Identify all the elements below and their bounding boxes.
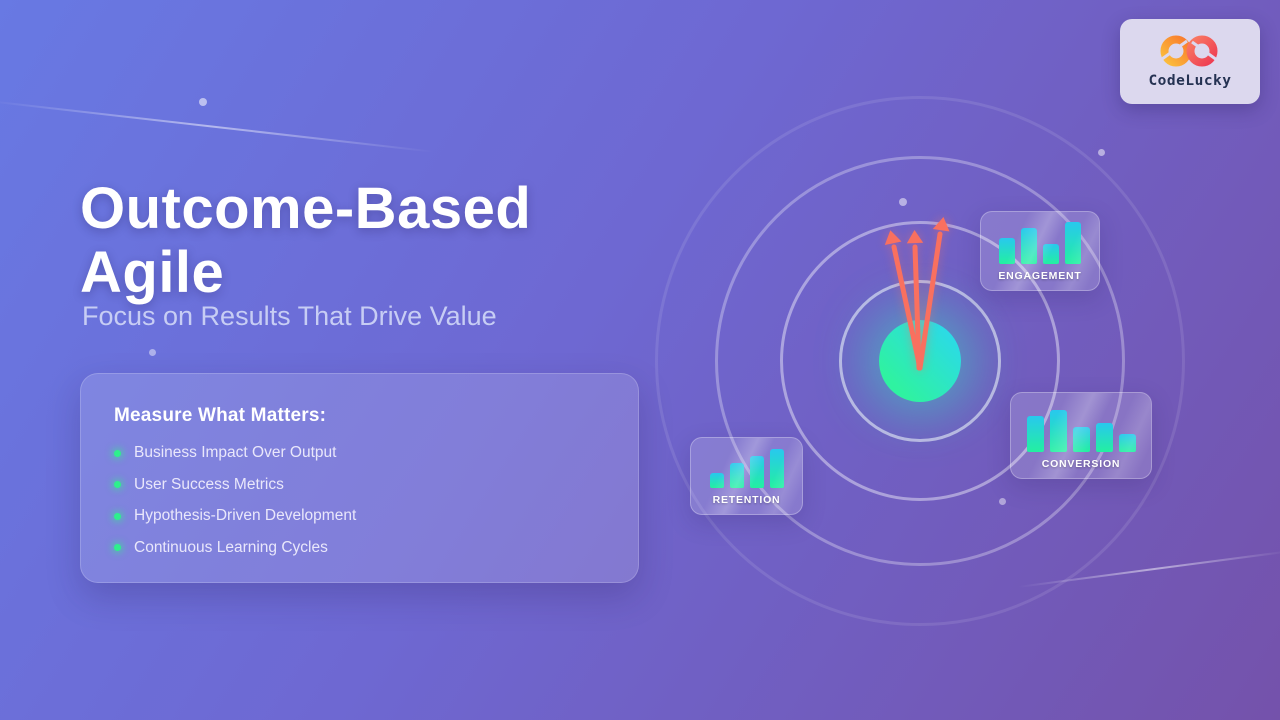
bullet-dot-icon (114, 481, 121, 488)
growth-arrows-icon (884, 217, 950, 371)
background-dot (199, 98, 207, 106)
bar (709, 472, 724, 488)
bar (729, 463, 744, 488)
light-streak-top-left (0, 100, 436, 153)
bar (1049, 410, 1067, 452)
metric-label: CONVERSION (1041, 458, 1121, 470)
bar (1072, 426, 1090, 452)
bar (999, 237, 1015, 264)
brand-logo-card: CodeLucky (1120, 19, 1260, 104)
list-item-label: Continuous Learning Cycles (134, 538, 328, 556)
list-item-label: User Success Metrics (134, 475, 284, 493)
mini-bar-chart (1026, 408, 1136, 452)
measure-what-matters-card: Measure What Matters: Business Impact Ov… (80, 373, 639, 583)
list-item: Continuous Learning Cycles (114, 539, 610, 557)
bullet-dot-icon (114, 544, 121, 551)
radar-ring-middle (780, 221, 1060, 501)
bar (1118, 434, 1136, 452)
brand-name: CodeLucky (1148, 73, 1232, 89)
bar (1043, 243, 1059, 264)
title-line-2: Agile (80, 239, 225, 305)
bar (1026, 416, 1044, 452)
list-item: Business Impact Over Output (114, 444, 610, 462)
metric-card-engagement: ENGAGEMENT (980, 211, 1100, 291)
page-title: Outcome-Based Agile (80, 175, 532, 305)
radar-ring-inner (839, 280, 1001, 442)
mini-bar-chart (709, 448, 784, 488)
title-line-1: Outcome-Based (80, 175, 532, 241)
bar (1021, 227, 1037, 264)
bullet-dot-icon (114, 449, 121, 457)
bullet-list: Business Impact Over Output User Success… (114, 444, 610, 557)
radar-ring-outer (715, 156, 1125, 566)
card-heading: Measure What Matters: (114, 405, 327, 426)
bar (749, 455, 764, 488)
metric-card-retention: RETENTION (690, 437, 803, 515)
background-dot (1098, 149, 1105, 156)
bar (1095, 422, 1113, 452)
bar (1065, 222, 1081, 264)
infinity-icon (1160, 35, 1218, 67)
metric-card-conversion: CONVERSION (1010, 392, 1152, 479)
list-item-label: Hypothesis-Driven Development (134, 507, 357, 524)
page-subtitle: Focus on Results That Drive Value (82, 301, 497, 331)
list-item-label: Business Impact Over Output (134, 444, 337, 461)
mini-bar-chart (999, 222, 1081, 264)
list-item: User Success Metrics (114, 476, 610, 494)
bullet-dot-icon (114, 512, 121, 520)
metric-label: ENGAGEMENT (998, 270, 1082, 282)
radar-ring-outer-faint (655, 96, 1185, 626)
background-dot (149, 349, 156, 356)
bar (769, 448, 784, 488)
list-item: Hypothesis-Driven Development (114, 507, 610, 525)
metric-label: RETENTION (712, 494, 781, 506)
